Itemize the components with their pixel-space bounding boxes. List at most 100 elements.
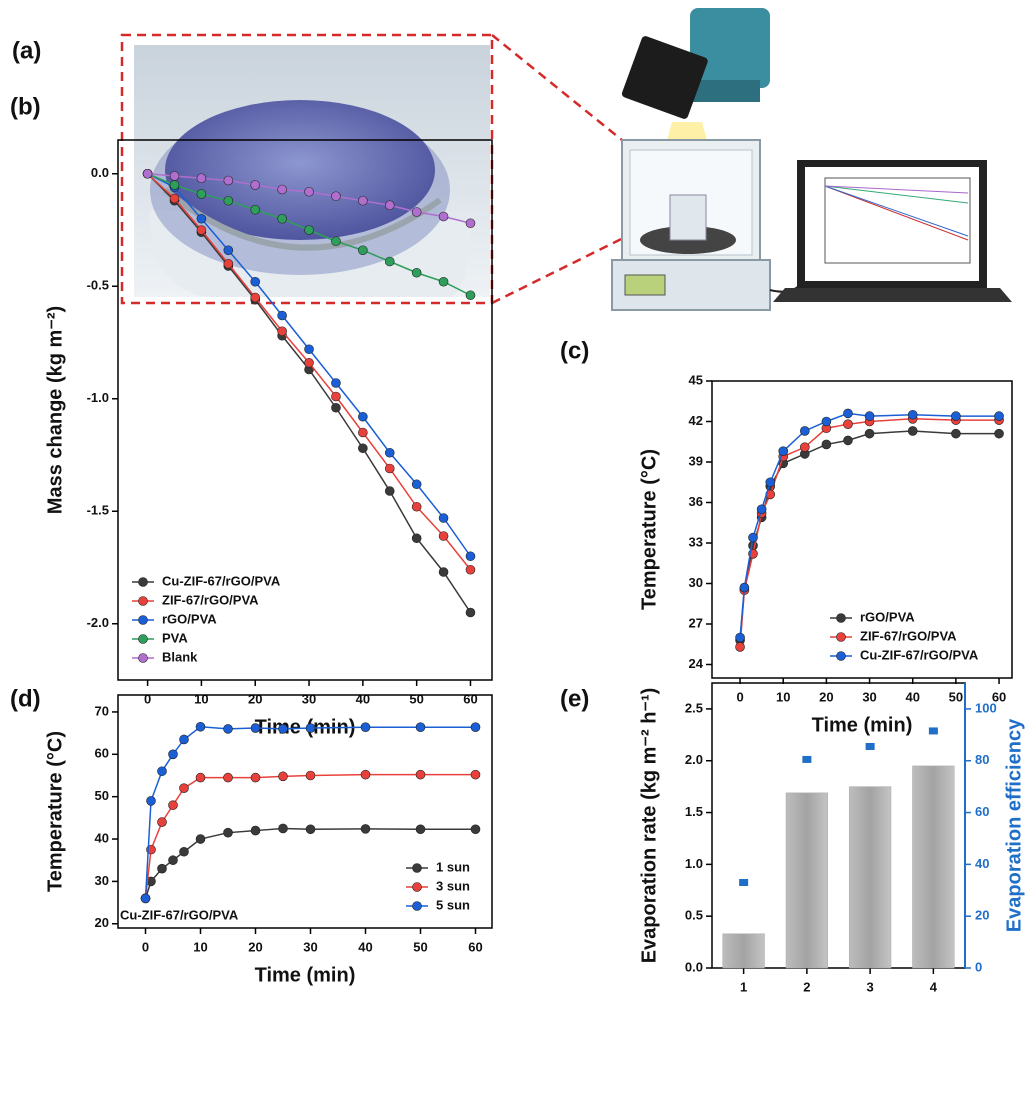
y-axis-title: Temperature (°C) [638, 449, 660, 610]
data-point [169, 856, 178, 865]
data-point [385, 448, 394, 457]
x-tick-label: 60 [463, 691, 477, 706]
data-point [439, 277, 448, 286]
x-tick-label: 0 [142, 939, 149, 954]
x-tick-label: 40 [905, 689, 919, 704]
data-point [180, 847, 189, 856]
panel-label: (c) [560, 337, 589, 364]
illustration [122, 8, 1012, 310]
y-tick-label: 36 [689, 494, 703, 509]
data-point [471, 825, 480, 834]
data-point [143, 169, 152, 178]
bar [786, 793, 828, 968]
legend-label: rGO/PVA [860, 609, 915, 624]
data-point [331, 237, 340, 246]
series-line [740, 413, 999, 637]
legend-marker [139, 597, 148, 606]
data-point [251, 181, 260, 190]
data-point [278, 311, 287, 320]
panel-label: (b) [10, 93, 41, 120]
efficiency-marker [865, 742, 875, 750]
x-tick-label: 4 [930, 979, 938, 994]
legend-marker [139, 616, 148, 625]
data-point [170, 194, 179, 203]
data-point [251, 773, 260, 782]
data-point [197, 174, 206, 183]
x-tick-label: 50 [413, 939, 427, 954]
data-point [466, 219, 475, 228]
x-tick-label: 10 [776, 689, 790, 704]
data-point [822, 417, 831, 426]
data-point [865, 429, 874, 438]
data-point [439, 568, 448, 577]
y-tick-label: 40 [95, 830, 109, 845]
data-point [466, 565, 475, 574]
data-point [224, 828, 233, 837]
data-point [331, 392, 340, 401]
legend-label: rGO/PVA [162, 611, 217, 626]
data-point [197, 226, 206, 235]
data-point [412, 480, 421, 489]
data-point [196, 835, 205, 844]
legend-label: ZIF-67/rGO/PVA [860, 628, 957, 643]
data-point [471, 723, 480, 732]
data-point [800, 426, 809, 435]
y-tick-label: 2.0 [685, 752, 703, 767]
data-point [306, 825, 315, 834]
panel-label: (e) [560, 685, 589, 712]
annotation: Cu-ZIF-67/rGO/PVA [120, 907, 239, 922]
data-point [361, 770, 370, 779]
legend-label: Cu-ZIF-67/rGO/PVA [860, 647, 979, 662]
legend-label: PVA [162, 630, 188, 645]
data-point [385, 464, 394, 473]
data-point [279, 772, 288, 781]
data-point [197, 214, 206, 223]
data-point [224, 724, 233, 733]
y2-tick-label: 40 [975, 856, 989, 871]
data-point [466, 552, 475, 561]
data-point [141, 894, 150, 903]
data-point [147, 796, 156, 805]
data-point [412, 268, 421, 277]
data-point [800, 443, 809, 452]
y2-axis-title: Evaporation efficiency [1003, 718, 1025, 932]
legend-label: 1 sun [436, 859, 470, 874]
data-point [224, 176, 233, 185]
data-point [278, 214, 287, 223]
y-tick-label: 45 [689, 372, 703, 387]
data-point [158, 818, 167, 827]
legend-label: Cu-ZIF-67/rGO/PVA [162, 573, 281, 588]
data-point [158, 767, 167, 776]
data-point [736, 633, 745, 642]
y-tick-label: 24 [689, 656, 704, 671]
legend-label: 5 sun [436, 897, 470, 912]
x-tick-label: 0 [736, 689, 743, 704]
data-point [358, 412, 367, 421]
data-point [779, 447, 788, 456]
x-tick-label: 20 [248, 939, 262, 954]
data-point [995, 429, 1004, 438]
data-point [224, 259, 233, 268]
x-tick-label: 1 [740, 979, 747, 994]
x-tick-label: 30 [862, 689, 876, 704]
data-point [358, 428, 367, 437]
figure: (a) (b)0.0-0.5-1.0-1.5-2.0Mass change (k… [0, 0, 1026, 1110]
data-point [158, 864, 167, 873]
y-tick-label: 60 [95, 746, 109, 761]
data-point [251, 205, 260, 214]
y-tick-label: -1.5 [87, 503, 109, 518]
data-point [439, 514, 448, 523]
efficiency-marker [928, 727, 938, 735]
data-point [224, 773, 233, 782]
efficiency-marker [739, 879, 749, 887]
data-point [197, 190, 206, 199]
data-point [169, 750, 178, 759]
data-point [306, 724, 315, 733]
x-tick-label: 60 [468, 939, 482, 954]
data-point [251, 826, 260, 835]
data-point [439, 532, 448, 541]
data-point [412, 502, 421, 511]
series-line [146, 828, 476, 898]
data-point [361, 824, 370, 833]
data-point [331, 379, 340, 388]
